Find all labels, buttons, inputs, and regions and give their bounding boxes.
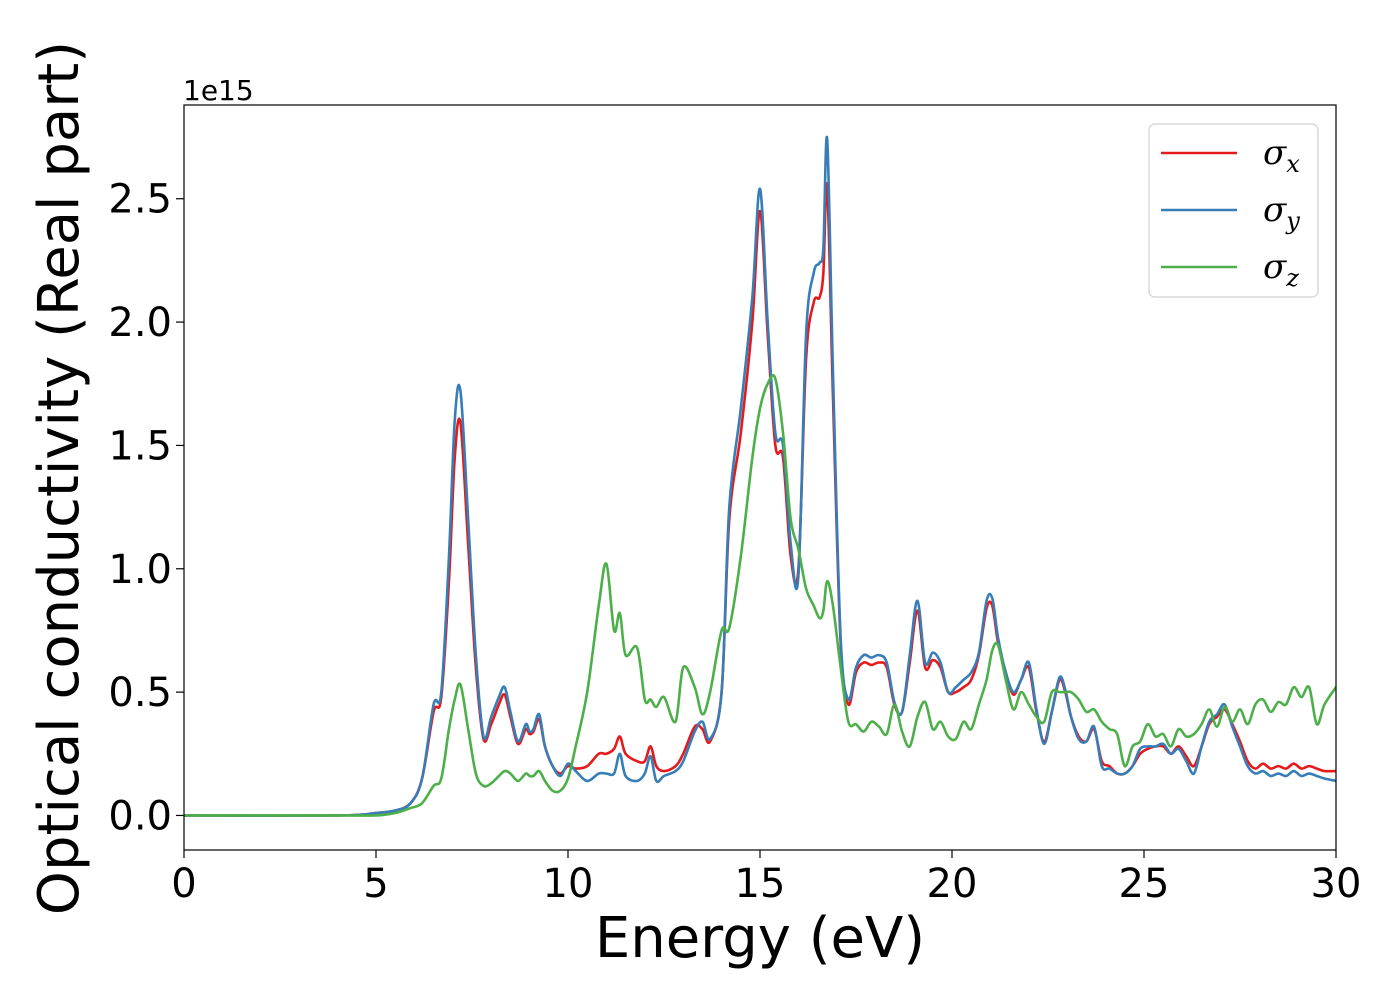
x-tick-label: 30 <box>1311 861 1362 907</box>
ticks-layer: 0 5 10 15 20 25 30 0.0 0.5 1.0 1.5 2.0 2.5 <box>108 177 1361 907</box>
y-tick-label: 1.0 <box>108 547 172 593</box>
y-tick-label: 0.5 <box>108 670 172 716</box>
x-tick-label: 15 <box>735 861 786 907</box>
plot-frame <box>183 104 1337 851</box>
x-tick-label: 25 <box>1119 861 1170 907</box>
x-tick-label: 0 <box>171 861 196 907</box>
legend-entry-y: σy <box>1263 190 1300 235</box>
y-axis-title: Optical conductivity (Real part) <box>27 41 92 915</box>
legend-entry-z: σz <box>1263 247 1299 292</box>
y-offset-label: 1e15 <box>183 74 254 107</box>
legend-entry-x: σx <box>1263 133 1300 178</box>
x-tick-label: 20 <box>927 861 978 907</box>
y-tick-label: 2.0 <box>108 300 172 346</box>
y-tick-label: 2.5 <box>108 177 172 223</box>
x-tick-label: 5 <box>363 861 388 907</box>
series-line-y <box>184 135 1336 817</box>
series-layer <box>184 135 1336 817</box>
series-line-z <box>184 374 1336 817</box>
x-axis-title: Energy (eV) <box>595 906 925 971</box>
x-tick-label: 10 <box>543 861 594 907</box>
legend: σx σy σz <box>1148 123 1319 298</box>
y-tick-label: 1.5 <box>108 423 172 469</box>
y-tick-label: 0.0 <box>108 793 172 839</box>
